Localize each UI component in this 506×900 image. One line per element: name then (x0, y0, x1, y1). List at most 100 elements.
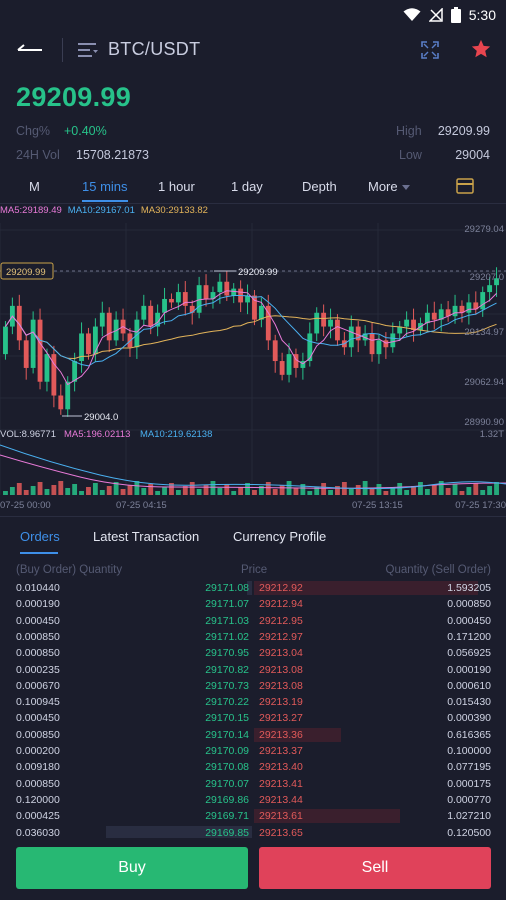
vol-ma5-line (0, 454, 506, 489)
volume-bar (203, 485, 209, 495)
buy-price: 29171.07 (205, 598, 249, 611)
sell-quantity: 0.000850 (447, 598, 491, 611)
candle-body (196, 285, 202, 313)
vol-ma10-line (0, 444, 506, 490)
candle-body (182, 292, 188, 306)
vol-value: VOL:8.96771 (0, 429, 56, 440)
buy-quantity: 0.000235 (16, 663, 60, 676)
buy-price: 29169.71 (205, 810, 249, 823)
order-book-row[interactable]: 0.000235 29170.82 29213.08 0.000190 (0, 662, 506, 678)
buy-depth-bar (105, 825, 252, 840)
candle-body (445, 309, 451, 317)
buy-price: 29171.08 (205, 582, 249, 594)
volume-bar (272, 489, 278, 495)
tab-latest-transaction[interactable]: Latest Transaction (93, 529, 200, 544)
volume-bar (265, 482, 271, 495)
volume-bar (355, 485, 361, 495)
sell-button[interactable]: Sell (259, 847, 491, 889)
sell-quantity: 0.000190 (447, 663, 491, 676)
tab-more[interactable]: More (368, 179, 410, 194)
sell-price: 29213.36 (259, 728, 303, 741)
order-book-row[interactable]: 0.000670 29170.73 29213.08 0.000610 (0, 678, 506, 694)
kline-chart[interactable]: MA5:29189.49 MA10:29167.01 MA30:29133.82… (0, 205, 506, 515)
candle-body (217, 281, 223, 293)
interval-tabs: M 15 mins 1 hour 1 day Depth More (0, 172, 506, 202)
favorite-star-icon[interactable] (470, 38, 492, 60)
volume-bar (452, 484, 458, 495)
tab-m[interactable]: M (29, 179, 40, 194)
candle-body (245, 295, 250, 303)
order-book-row[interactable]: 0.000450 29170.15 29213.27 0.000390 (0, 710, 506, 726)
tab-currency-profile[interactable]: Currency Profile (233, 529, 327, 544)
candle-body (397, 326, 403, 334)
buy-quantity: 0.036030 (16, 826, 60, 839)
volume-bar (37, 482, 43, 495)
fullscreen-icon[interactable] (420, 40, 440, 60)
order-book-row[interactable]: 0.000200 29170.09 29213.37 0.100000 (0, 743, 506, 759)
low-value: 29004 (455, 148, 490, 162)
tab-depth[interactable]: Depth (302, 179, 337, 194)
tab-1-day[interactable]: 1 day (231, 179, 263, 194)
sell-price: 29212.95 (259, 614, 303, 627)
vol-ma5-value: MA5:196.02113 (64, 429, 130, 440)
candle-body (51, 354, 57, 396)
pair-title[interactable]: BTC/USDT (108, 39, 201, 59)
tab-15-mins[interactable]: 15 mins (82, 179, 128, 194)
order-book-row[interactable]: 0.000850 29170.14 29213.36 0.616365 (0, 727, 506, 743)
high-value: 29209.99 (437, 124, 490, 138)
volume-bar (86, 487, 91, 495)
candle-body (99, 312, 105, 327)
buy-quantity: 0.000425 (16, 810, 60, 823)
order-book-row[interactable]: 0.010440 29171.08 29212.92 1.593205 (0, 580, 506, 596)
order-book-row[interactable]: 0.120000 29169.86 29213.44 0.000770 (0, 792, 506, 808)
candle-body (459, 305, 465, 313)
order-book-row[interactable]: 0.000190 29171.07 29212.94 0.000850 (0, 596, 506, 612)
buy-qty-header: (Buy Order) Quantity (16, 564, 123, 576)
header: BTC/USDT (0, 30, 506, 70)
sell-quantity: 0.171200 (447, 630, 491, 643)
candle-body (265, 305, 271, 341)
volume-bar (141, 488, 147, 495)
volume-bar (134, 481, 140, 495)
candle-body (134, 319, 140, 348)
candle-body (189, 305, 195, 313)
trade-actions: Buy Sell (0, 838, 506, 900)
pair-list-icon[interactable] (78, 41, 98, 59)
order-book-row[interactable]: 0.036030 29169.85 29213.65 0.120500 (0, 825, 506, 841)
volume-bar (411, 486, 416, 495)
volume-bar (279, 485, 285, 495)
buy-button[interactable]: Buy (16, 847, 248, 889)
last-price: 29209.99 (16, 82, 132, 112)
order-book-row[interactable]: 0.000850 29170.07 29213.41 0.000175 (0, 776, 506, 792)
time-axis-label: 07-25 04:15 (116, 500, 167, 511)
tab-orders[interactable]: Orders (20, 529, 60, 544)
buy-price: 29170.95 (205, 647, 249, 660)
ma-legend: MA5:29189.49 MA10:29167.01 MA30:29133.82 (0, 205, 208, 216)
buy-quantity: 0.000190 (16, 598, 60, 611)
volume-bar (120, 489, 126, 495)
sell-quantity: 0.000770 (447, 793, 491, 806)
order-book-row[interactable]: 0.000425 29169.71 29213.61 1.027210 (0, 808, 506, 824)
candle-body (258, 305, 264, 320)
order-book-row[interactable]: 0.000850 29171.02 29212.97 0.171200 (0, 629, 506, 645)
buy-quantity: 0.000850 (16, 647, 60, 660)
chg-value: +0.40% (64, 124, 107, 138)
indicator-settings-icon[interactable] (456, 178, 474, 194)
volume-bar (224, 484, 230, 495)
order-book-row[interactable]: 0.000450 29171.03 29212.95 0.000450 (0, 613, 506, 629)
candle-body (466, 302, 472, 313)
ma30-line (5, 315, 497, 360)
time-axis-label: 07-25 00:00 (0, 500, 51, 511)
volume-bar (189, 482, 195, 495)
tab-1-hour[interactable]: 1 hour (158, 179, 195, 194)
order-book-row[interactable]: 0.100945 29170.22 29213.19 0.015430 (0, 694, 506, 710)
current-price-tag-box (0, 262, 54, 280)
order-book-row[interactable]: 0.009180 29170.08 29213.40 0.077195 (0, 759, 506, 775)
candle-body (355, 326, 361, 341)
candle-body (411, 319, 416, 330)
back-arrow-icon[interactable] (16, 42, 44, 58)
buy-quantity: 0.000850 (16, 777, 60, 790)
battery-icon (450, 7, 461, 23)
order-book-row[interactable]: 0.000850 29170.95 29213.04 0.056925 (0, 645, 506, 661)
volume-bar (438, 481, 444, 495)
